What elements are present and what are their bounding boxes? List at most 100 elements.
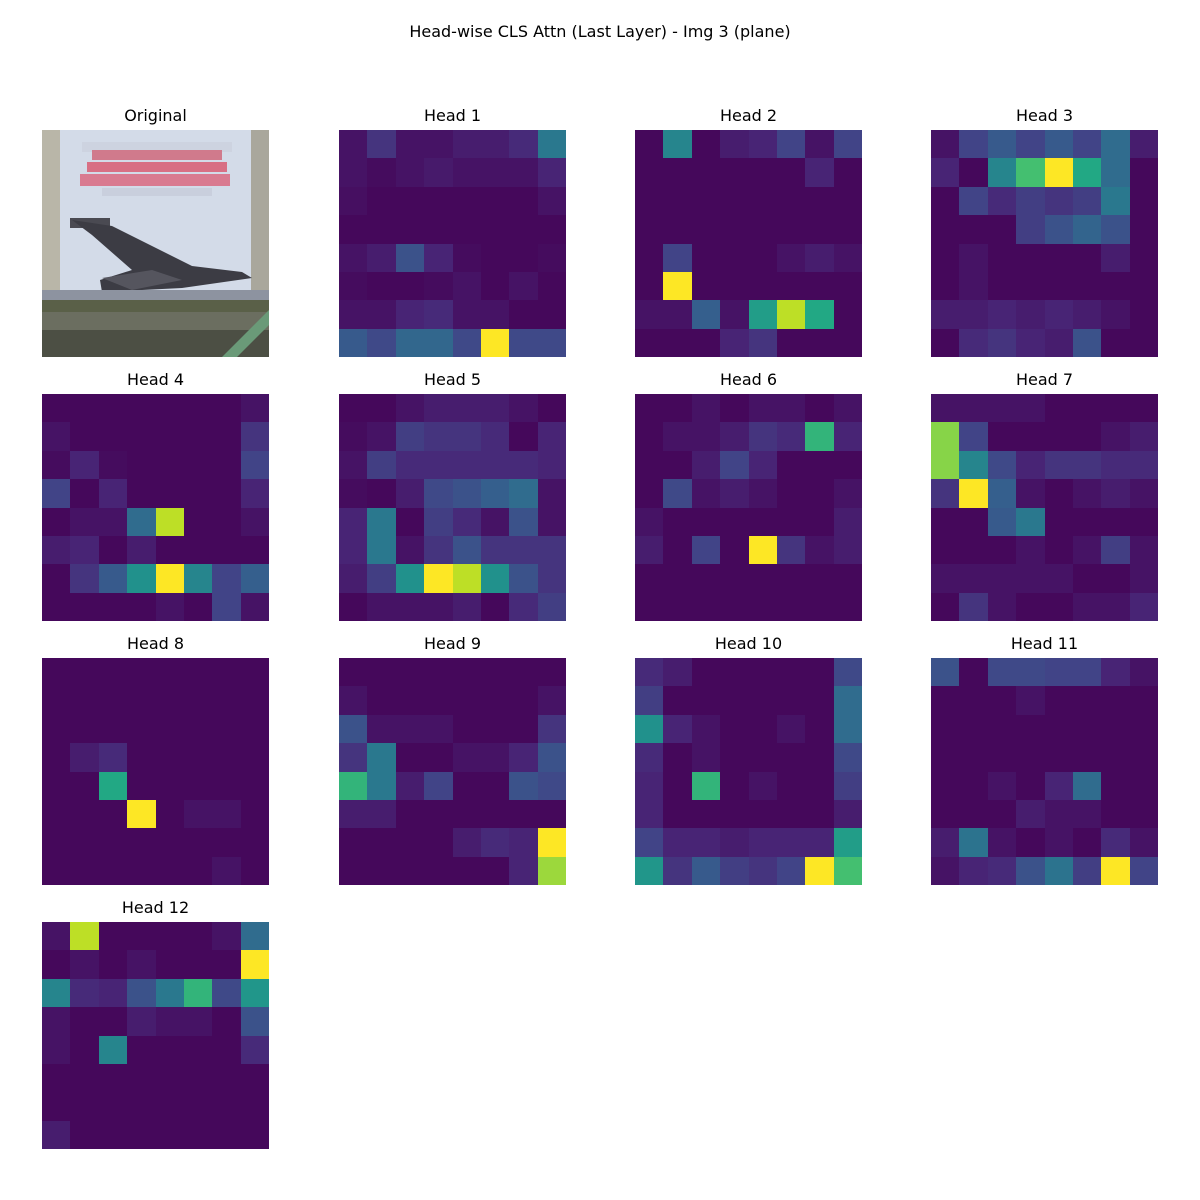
heatmap-cell [805, 592, 834, 621]
heatmap-cell [42, 479, 71, 508]
heatmap-cell [395, 743, 425, 772]
heatmap-cell [635, 799, 664, 829]
heatmap-cell [959, 507, 988, 536]
heatmap-cell [720, 564, 749, 593]
heatmap-cell [42, 828, 71, 857]
heatmap-cell [833, 186, 862, 216]
heatmap-cell [1072, 422, 1102, 451]
heatmap-cell [70, 1007, 99, 1036]
heatmap-cell [183, 856, 213, 885]
heatmap-cell [635, 300, 664, 329]
heatmap-cell [212, 799, 241, 829]
heatmap-cell [663, 300, 692, 329]
heatmap-cell [1016, 686, 1045, 715]
head-4-heatmap [42, 394, 269, 621]
heatmap-cell [127, 686, 156, 715]
heatmap-cell [424, 592, 453, 621]
heatmap-cell [931, 592, 960, 621]
heatmap-cell [748, 535, 777, 565]
heatmap-cell [1129, 450, 1158, 480]
heatmap-cell [1101, 856, 1130, 885]
heatmap-cell [959, 828, 988, 857]
heatmap-cell [509, 771, 538, 800]
heatmap-cell [367, 856, 396, 885]
heatmap-cell [98, 686, 128, 715]
heatmap-cell [720, 186, 749, 216]
heatmap-cell [987, 856, 1017, 885]
heatmap-cell [805, 215, 834, 244]
heatmap-cell [127, 1092, 156, 1121]
heatmap-cell [805, 271, 834, 301]
heatmap-cell [480, 714, 510, 744]
heatmap-cell [720, 686, 749, 715]
heatmap-cell [805, 130, 834, 159]
heatmap-cell [833, 658, 862, 687]
heatmap-cell [339, 243, 368, 272]
heatmap-cell [42, 1035, 71, 1064]
heatmap-cell [691, 564, 721, 593]
heatmap-cell [748, 271, 777, 301]
heatmap-cell [776, 186, 806, 216]
heatmap-cell [720, 130, 749, 159]
heatmap-cell [155, 1007, 184, 1036]
heatmap-cell [691, 271, 721, 301]
heatmap-cell [452, 686, 481, 715]
heatmap-cell [776, 856, 806, 885]
heatmap-cell [1129, 535, 1158, 565]
heatmap-cell [537, 271, 566, 301]
heatmap-cell [776, 271, 806, 301]
heatmap-cell [212, 450, 241, 480]
head-8-heatmap [42, 658, 269, 885]
heatmap-cell [480, 328, 510, 357]
heatmap-cell [720, 271, 749, 301]
head-11-heatmap [931, 658, 1158, 885]
heatmap-cell [98, 799, 128, 829]
heatmap-cell [691, 535, 721, 565]
heatmap-cell [127, 592, 156, 621]
heatmap-cell [339, 535, 368, 565]
heatmap-cell [452, 158, 481, 187]
heatmap-cell [1072, 215, 1102, 244]
heatmap-cell [691, 592, 721, 621]
heatmap-cell [155, 422, 184, 451]
heatmap-cell [1016, 592, 1045, 621]
heatmap-cell [776, 658, 806, 687]
heatmap-cell [1129, 130, 1158, 159]
heatmap-cell [1016, 328, 1045, 357]
heatmap-cell [1072, 394, 1102, 423]
heatmap-cell [424, 856, 453, 885]
heatmap-cell [1129, 686, 1158, 715]
heatmap-cell [480, 450, 510, 480]
heatmap-cell [480, 592, 510, 621]
heatmap-cell [424, 243, 453, 272]
heatmap-cell [480, 130, 510, 159]
heatmap-cell [1044, 799, 1073, 829]
heatmap-cell [183, 535, 213, 565]
head-11-title: Head 11 [1010, 634, 1079, 653]
heatmap-cell [776, 479, 806, 508]
heatmap-cell [805, 158, 834, 187]
heatmap-cell [1072, 271, 1102, 301]
figure-title: Head-wise CLS Attn (Last Layer) - Img 3 … [409, 22, 791, 41]
heatmap-cell [1016, 271, 1045, 301]
heatmap-cell [367, 130, 396, 159]
heatmap-cell [98, 828, 128, 857]
heatmap-cell [367, 450, 396, 480]
heatmap-cell [1101, 828, 1130, 857]
heatmap-cell [833, 535, 862, 565]
heatmap-cell [720, 158, 749, 187]
heatmap-cell [127, 507, 156, 536]
heatmap-cell [691, 856, 721, 885]
heatmap-cell [1101, 450, 1130, 480]
heatmap-cell [480, 564, 510, 593]
heatmap-cell [691, 714, 721, 744]
heatmap-cell [720, 243, 749, 272]
heatmap-cell [959, 158, 988, 187]
heatmap-cell [1072, 300, 1102, 329]
heatmap-cell [720, 450, 749, 480]
heatmap-cell [452, 394, 481, 423]
heatmap-cell [537, 507, 566, 536]
heatmap-cell [776, 743, 806, 772]
heatmap-cell [509, 328, 538, 357]
heatmap-cell [1072, 686, 1102, 715]
